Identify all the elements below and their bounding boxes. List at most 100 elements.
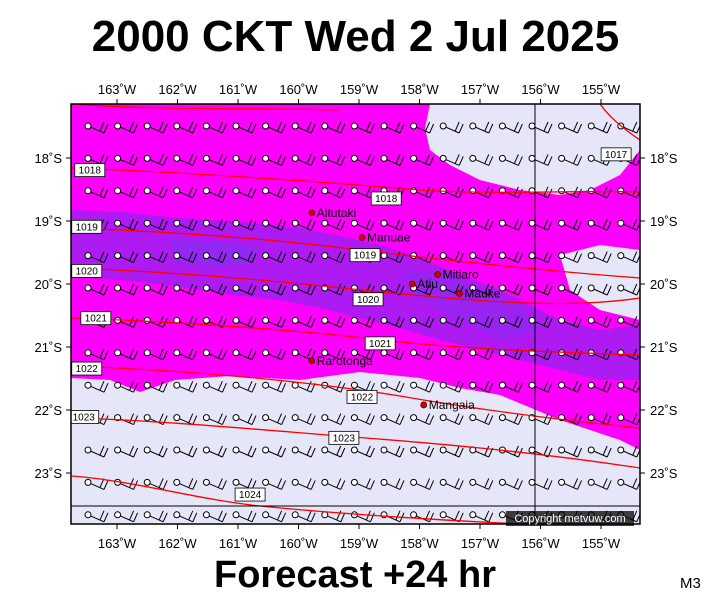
wind-barb bbox=[587, 121, 612, 134]
isobar-value: 1019 bbox=[354, 251, 377, 262]
wind-barb bbox=[84, 478, 109, 490]
wind-barb bbox=[232, 316, 257, 328]
isobar-label: 1018 bbox=[74, 163, 106, 178]
wind-barb bbox=[321, 316, 346, 328]
isobar-label: 1017 bbox=[600, 147, 632, 162]
wind-barb bbox=[114, 218, 139, 231]
wind-barb bbox=[380, 121, 405, 134]
wind-barb bbox=[469, 251, 494, 264]
isobar-label: 1021 bbox=[364, 336, 396, 351]
wind-barb bbox=[114, 154, 139, 166]
forecast-label: Forecast +24 hr bbox=[214, 554, 496, 596]
place-marker bbox=[434, 271, 442, 278]
wind-barb bbox=[143, 251, 168, 264]
lon-label-top: 155˚W bbox=[582, 82, 621, 97]
wind-barb bbox=[173, 478, 198, 490]
wind-barb bbox=[202, 380, 227, 393]
wind-barb bbox=[202, 478, 227, 490]
lon-label-bottom: 160˚W bbox=[279, 536, 318, 551]
wind-barb bbox=[114, 283, 139, 296]
isobar-line bbox=[71, 167, 640, 193]
place-label: Rarotonga bbox=[317, 354, 373, 368]
wind-barb bbox=[439, 121, 464, 134]
wind-barb bbox=[262, 413, 287, 426]
lon-label-top: 163˚W bbox=[98, 82, 137, 97]
wind-barb bbox=[143, 283, 168, 296]
lon-label-top: 160˚W bbox=[279, 82, 318, 97]
isobar-value: 1017 bbox=[605, 150, 628, 161]
wind-barb bbox=[291, 413, 316, 426]
wind-barb bbox=[469, 413, 494, 426]
wind-barb bbox=[498, 413, 523, 426]
place-marker bbox=[308, 209, 316, 217]
wind-barb bbox=[469, 510, 494, 523]
place-label: Aitutaki bbox=[317, 206, 356, 220]
lat-label-left: 19˚S bbox=[35, 214, 63, 229]
wind-barb bbox=[558, 121, 583, 134]
wind-barb bbox=[143, 218, 168, 231]
lat-label-left: 22˚S bbox=[35, 403, 63, 418]
wind-barb bbox=[84, 445, 109, 458]
wind-barb bbox=[262, 478, 287, 490]
lon-label-top: 162˚W bbox=[158, 82, 197, 97]
isobar-line bbox=[71, 267, 640, 305]
wind-barb bbox=[114, 413, 139, 426]
isobar-label: 1021 bbox=[80, 311, 112, 326]
wind-barb bbox=[380, 154, 405, 166]
wind-barb bbox=[262, 445, 287, 458]
wind-barb bbox=[498, 154, 523, 166]
lat-label-right: 23˚S bbox=[650, 466, 678, 481]
wind-barb bbox=[232, 283, 257, 296]
wind-barb bbox=[350, 380, 375, 393]
isobar-value: 1022 bbox=[351, 392, 374, 403]
wind-barb bbox=[439, 154, 464, 166]
isobar-label: 1018 bbox=[370, 191, 402, 206]
lat-label-left: 20˚S bbox=[35, 277, 63, 292]
isobar-value: 1018 bbox=[79, 166, 102, 177]
isobar-label: 1019 bbox=[349, 248, 381, 263]
wind-barb bbox=[202, 121, 227, 134]
wind-barb bbox=[410, 218, 435, 231]
lat-label-right: 21˚S bbox=[650, 340, 678, 355]
page-title: 2000 CKT Wed 2 Jul 2025 bbox=[91, 12, 620, 61]
isobar-value: 1018 bbox=[375, 194, 398, 205]
wind-barb bbox=[202, 445, 227, 458]
copyright-text: Copyright metvuw.com bbox=[514, 513, 625, 525]
isobar-labels-layer: 1017 1018 1018 1019 1019 1020 1020 1021 1021 1022… bbox=[71, 147, 632, 502]
lon-label-bottom: 156˚W bbox=[521, 536, 560, 551]
wind-barb bbox=[498, 283, 523, 296]
wind-barb bbox=[202, 218, 227, 231]
lon-label-bottom: 158˚W bbox=[400, 536, 439, 551]
wind-barb bbox=[380, 218, 405, 231]
isobar-value: 1021 bbox=[369, 339, 392, 350]
wind-barb bbox=[232, 154, 257, 166]
wind-barb bbox=[380, 316, 405, 328]
isobar-label: 1022 bbox=[346, 389, 378, 404]
wind-barb bbox=[173, 186, 198, 199]
wind-barb bbox=[143, 380, 168, 393]
light-wind-zone-east bbox=[560, 245, 640, 320]
axis-ticks: 163˚W 163˚W 162˚W 162˚W 161˚W 161˚W 160˚W 160˚W… bbox=[35, 82, 678, 551]
wind-barb bbox=[617, 413, 640, 426]
isobar-value: 1020 bbox=[76, 266, 99, 277]
wind-barb bbox=[439, 510, 464, 523]
wind-barb bbox=[114, 251, 139, 264]
wind-barb bbox=[114, 348, 139, 361]
wind-barb bbox=[143, 186, 168, 199]
wind-barb bbox=[202, 316, 227, 328]
wind-barb bbox=[469, 154, 494, 166]
wind-barb bbox=[321, 348, 346, 361]
wind-barb bbox=[498, 478, 523, 490]
wind-barb bbox=[173, 218, 198, 231]
wind-barb bbox=[84, 251, 109, 264]
wind-barb bbox=[410, 413, 435, 426]
isobar-label: 1020 bbox=[352, 292, 384, 307]
wind-barb bbox=[558, 316, 583, 328]
wind-barb bbox=[291, 380, 316, 393]
model-label: M3 bbox=[680, 575, 701, 592]
lon-label-top: 157˚W bbox=[461, 82, 500, 97]
wind-barb bbox=[143, 413, 168, 426]
wind-barb bbox=[84, 380, 109, 393]
wind-barb bbox=[321, 251, 346, 264]
